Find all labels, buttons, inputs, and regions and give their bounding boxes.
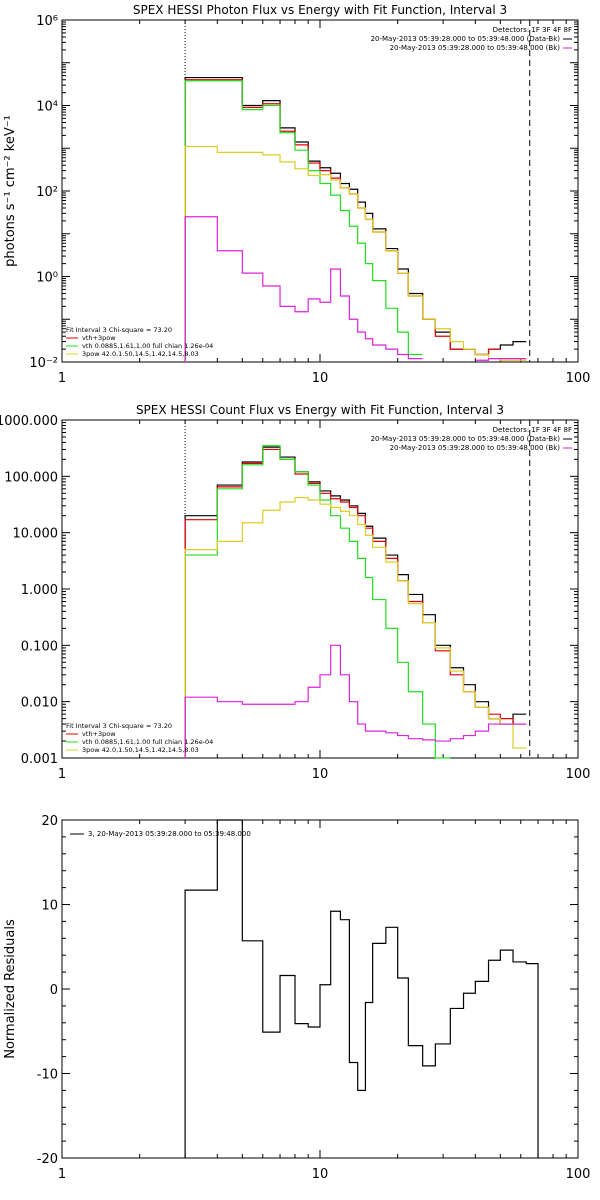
x-tick-label: 1	[58, 1167, 66, 1182]
y-tick-label: 10.000	[13, 527, 59, 542]
x-tick-label: 10	[312, 767, 329, 782]
fit-legend-text: vth 0.0885,1.61,1.00 full chian 1.26e-04	[82, 342, 213, 350]
y-tick-label: 1.000	[21, 583, 58, 598]
chart-panel-3: 1 10 100 -20 -10 0 10 20 Normalized Residuals 3, …	[3, 814, 590, 1182]
series-line-green	[184, 80, 423, 362]
series-line-green	[184, 445, 451, 759]
fit-legend-text: vth+3pow	[82, 334, 116, 342]
series-line-magenta	[184, 644, 527, 758]
detectors-label: Detectors: 1F 3F 4F 8F	[493, 26, 572, 34]
fit-legend-text: 3pow 42.0,1.50,14.5,1.42,14.5,8.03	[82, 350, 199, 358]
chart-title: SPEX HESSI Count Flux vs Energy with Fit…	[136, 403, 504, 417]
chart-panel-2: SPEX HESSI Count Flux vs Energy with Fit…	[0, 403, 590, 782]
y-tick-label: 10⁻²	[29, 356, 58, 371]
y-tick-label: 10⁰	[36, 271, 58, 286]
y-axis-label: Normalized Residuals	[3, 919, 18, 1059]
series-line-red	[184, 79, 501, 362]
y-tick-label: 0.100	[21, 639, 58, 654]
x-tick-label: 1	[58, 371, 66, 386]
series-line-black	[184, 446, 527, 758]
y-tick-label: 0.001	[21, 752, 58, 767]
x-tick-label: 1	[58, 767, 66, 782]
x-tick-label: 10	[312, 1167, 329, 1182]
axes-frame	[61, 419, 579, 759]
series-line-magenta	[184, 216, 527, 362]
y-tick-label: 10⁶	[36, 14, 58, 29]
detectors-label: Detectors: 1F 3F 4F 8F	[493, 426, 572, 434]
fit-legend-text: vth+3pow	[82, 730, 116, 738]
y-tick-label: -10	[37, 1068, 58, 1083]
x-tick-label: 100	[566, 371, 591, 386]
y-tick-label: 0	[50, 983, 58, 998]
chart-panel-1: SPEX HESSI Photon Flux vs Energy with Fi…	[3, 3, 590, 386]
axes-frame	[61, 19, 579, 363]
y-tick-label: 0.010	[21, 696, 58, 711]
y-tick-label: 1000.000	[0, 414, 58, 429]
series-line-yellow	[184, 496, 527, 758]
y-tick-label: 10⁴	[36, 100, 58, 115]
interval-label: 20-May-2013 05:39:28.000 to 05:39:48.000…	[390, 44, 561, 52]
y-tick-label: -20	[37, 1152, 58, 1167]
y-tick-label: 20	[41, 814, 58, 829]
fit-legend-text: 3pow 42.0,1.50,14.5,1.42,14.5,8.03	[82, 746, 199, 754]
fit-legend-text: vth 0.0885,1.61,1.00 full chian 1.26e-04	[82, 738, 213, 746]
interval-label: 20-May-2013 05:39:28.000 to 05:39:48.000…	[390, 444, 561, 452]
interval-label: 20-May-2013 05:39:28.000 to 05:39:48.000…	[371, 35, 561, 43]
y-tick-label: 10	[41, 899, 58, 914]
fit-legend-text: Fit Interval 3 Chi-square = 73.20	[66, 326, 172, 334]
x-tick-label: 100	[566, 1167, 591, 1182]
y-tick-label: 100.000	[4, 470, 58, 485]
y-axis-label: photons s⁻¹ cm⁻² keV⁻¹	[3, 115, 18, 267]
series-line-yellow	[184, 145, 527, 362]
series-line-black	[184, 819, 539, 1158]
series-line-red	[184, 448, 527, 758]
residual-legend-text: 3, 20-May-2013 05:39:28.000 to 05:39:48.…	[88, 830, 251, 838]
fit-legend-text: Fit Interval 3 Chi-square = 73.20	[66, 722, 172, 730]
x-tick-label: 100	[566, 767, 591, 782]
y-tick-label: 10²	[36, 185, 58, 200]
x-tick-label: 10	[312, 371, 329, 386]
interval-label: 20-May-2013 05:39:28.000 to 05:39:48.000…	[371, 435, 561, 443]
chart-title: SPEX HESSI Photon Flux vs Energy with Fi…	[133, 3, 507, 17]
